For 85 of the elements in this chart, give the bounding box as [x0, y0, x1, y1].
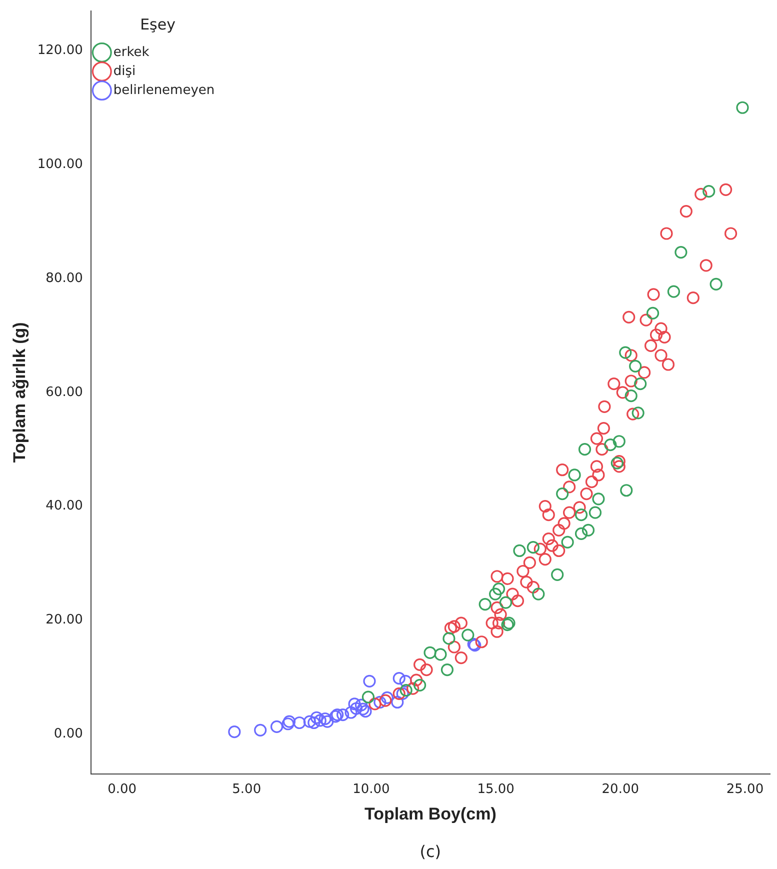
point — [354, 698, 368, 712]
point — [574, 527, 588, 540]
x-tick-label: 0.00 — [108, 782, 137, 798]
point — [588, 506, 602, 519]
legend-label: erkek — [113, 44, 150, 60]
point — [620, 484, 633, 497]
x-tick-label: 10.00 — [352, 782, 390, 798]
x-tick-label: 5.00 — [232, 782, 262, 798]
point — [434, 648, 447, 661]
point — [582, 524, 595, 537]
point — [380, 691, 394, 704]
point — [674, 246, 688, 259]
point — [499, 596, 512, 609]
point — [592, 492, 605, 506]
y-tick-label: 120.00 — [37, 43, 83, 58]
point — [359, 705, 372, 718]
point — [391, 696, 404, 709]
point — [702, 185, 716, 198]
point — [561, 536, 574, 548]
point — [492, 582, 506, 596]
x-axis-title: Toplam Boy(cm) — [364, 804, 496, 824]
point — [513, 544, 526, 558]
point — [604, 438, 617, 452]
point — [619, 346, 632, 359]
point — [308, 716, 320, 730]
point — [632, 406, 644, 420]
legend-label: belirlenemeyen — [113, 82, 215, 98]
point — [442, 632, 456, 645]
point — [362, 690, 375, 704]
point — [624, 390, 638, 402]
point — [736, 101, 749, 114]
legend-label: dişi — [113, 64, 136, 79]
point — [578, 443, 592, 456]
point — [612, 435, 626, 448]
point — [321, 715, 334, 728]
point — [414, 678, 426, 692]
point — [462, 628, 474, 642]
point — [489, 588, 502, 600]
point — [336, 708, 350, 722]
point — [348, 698, 361, 710]
point — [574, 508, 588, 522]
y-tick-label: 80.00 — [46, 270, 83, 286]
point — [424, 646, 436, 659]
point — [400, 684, 412, 697]
point — [344, 706, 358, 719]
point — [556, 487, 569, 500]
point — [399, 674, 412, 688]
point — [392, 672, 406, 685]
y-tick-label: 100.00 — [37, 156, 83, 172]
point — [303, 715, 316, 728]
y-axis-title: Toplam ağırlık (g) — [10, 322, 29, 463]
point — [350, 702, 363, 715]
point — [526, 541, 540, 554]
point — [374, 696, 386, 709]
y-tick-label: 20.00 — [46, 612, 83, 628]
point — [551, 568, 564, 581]
point — [318, 712, 332, 726]
y-tick-label: 60.00 — [46, 384, 83, 400]
point — [270, 720, 284, 734]
point — [396, 687, 409, 700]
point — [282, 718, 294, 730]
point — [568, 468, 581, 482]
point — [228, 726, 241, 738]
y-tick-label: 0.00 — [54, 726, 83, 742]
point — [634, 378, 647, 390]
point — [356, 702, 370, 716]
point — [646, 306, 660, 320]
y-tick-label: 40.00 — [46, 498, 83, 514]
point — [667, 285, 680, 298]
x-tick-label: 15.00 — [477, 782, 514, 798]
point — [310, 711, 323, 724]
point — [254, 724, 267, 736]
x-tick-label: 20.00 — [602, 782, 639, 798]
point — [710, 278, 722, 290]
text: (c) — [420, 842, 442, 861]
point — [440, 663, 454, 676]
point — [532, 588, 545, 600]
point — [293, 716, 306, 730]
point — [478, 598, 492, 611]
point — [629, 360, 642, 372]
legend-title: Eşey — [140, 15, 176, 34]
point — [363, 674, 376, 688]
point — [314, 714, 326, 727]
point — [282, 715, 296, 728]
x-tick-label: 25.00 — [726, 782, 764, 798]
